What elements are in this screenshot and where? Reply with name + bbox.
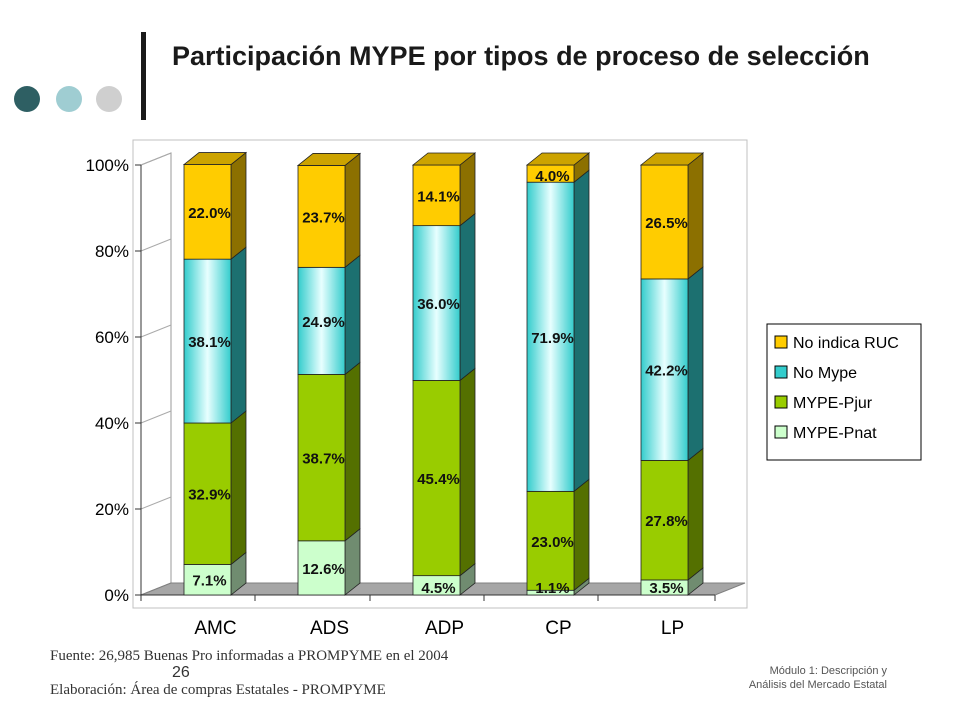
data-label: 7.1% xyxy=(192,573,226,590)
data-label: 36.0% xyxy=(417,296,460,313)
bar-side-amc-1 xyxy=(230,410,247,566)
bar-segment-amc-mype-pjur xyxy=(183,422,232,565)
data-label: 27.8% xyxy=(645,513,688,530)
data-label: 23.7% xyxy=(302,209,345,226)
bar-side-lp-3 xyxy=(687,152,704,280)
bar-side-adp-3 xyxy=(459,152,476,227)
module-label: Módulo 1: Descripción y Análisis del Mer… xyxy=(667,664,887,692)
bar-segment-adp-mype-pjur xyxy=(412,380,461,577)
bar-segment-cp-no-mype xyxy=(526,181,575,492)
bar-segment-adp-no-indica-ruc xyxy=(412,164,461,227)
bar-top-lp xyxy=(639,152,705,166)
gridline-side xyxy=(140,152,172,166)
source-note: Fuente: 26,985 Buenas Pro informadas a P… xyxy=(50,648,449,664)
slide-number: 26 xyxy=(172,664,190,681)
data-label: 38.1% xyxy=(188,334,231,351)
data-label: 3.5% xyxy=(649,580,683,597)
bar-segment-lp-mype-pjur xyxy=(640,460,689,581)
bar-segment-amc-no-indica-ruc xyxy=(183,164,232,260)
legend-label: No indica RUC xyxy=(793,335,899,352)
y-tick-label: 0% xyxy=(104,586,129,605)
bar-top-ads xyxy=(296,153,362,166)
legend-swatch xyxy=(774,335,788,349)
title-divider xyxy=(141,32,146,120)
chart-legend xyxy=(766,323,922,461)
bar-side-lp-2 xyxy=(687,266,704,462)
dot-dark xyxy=(14,86,40,112)
legend-label: MYPE-Pnat xyxy=(793,425,877,442)
bar-segment-lp-no-mype xyxy=(640,278,689,461)
data-label: 71.9% xyxy=(531,330,574,347)
bar-side-ads-1 xyxy=(344,361,361,542)
x-tick-label: ADS xyxy=(310,618,349,639)
bar-side-amc-3 xyxy=(230,151,247,261)
bar-segment-ads-mype-pjur xyxy=(297,374,346,542)
bar-side-adp-1 xyxy=(459,367,476,577)
module-line-2: Análisis del Mercado Estatal xyxy=(748,679,887,691)
legend-label: MYPE-Pjur xyxy=(793,395,873,412)
data-label: 22.0% xyxy=(188,205,231,222)
bar-segment-lp-no-indica-ruc xyxy=(640,164,689,280)
data-label: 23.0% xyxy=(531,534,574,551)
bar-side-ads-2 xyxy=(344,254,361,376)
page-title: Participación MYPE por tipos de proceso … xyxy=(172,41,870,71)
side-wall xyxy=(140,152,172,596)
data-label: 4.5% xyxy=(421,580,455,597)
module-line-1: Módulo 1: Descripción y xyxy=(769,665,887,677)
x-tick-label: ADP xyxy=(425,618,464,639)
bar-side-adp-2 xyxy=(459,212,476,382)
bar-side-cp-1 xyxy=(573,478,590,592)
gridline-side xyxy=(140,496,172,510)
y-tick-label: 40% xyxy=(95,414,129,433)
bar-side-cp-2 xyxy=(573,169,590,493)
plot-area-border xyxy=(132,139,748,609)
legend-swatch xyxy=(774,365,788,379)
data-label: 32.9% xyxy=(188,487,231,504)
bar-top-cp xyxy=(525,152,591,166)
bar-segment-cp-mype-pjur xyxy=(526,490,575,591)
data-label: 1.1% xyxy=(535,580,569,597)
x-tick-label: LP xyxy=(661,618,684,639)
data-label: 24.9% xyxy=(302,314,345,331)
data-label: 12.6% xyxy=(302,561,345,578)
data-label: 14.1% xyxy=(417,188,460,205)
x-tick-label: AMC xyxy=(194,618,236,639)
bar-side-amc-2 xyxy=(230,246,247,424)
y-tick-label: 20% xyxy=(95,500,129,519)
y-tick-label: 100% xyxy=(86,156,129,175)
legend-label: No Mype xyxy=(793,365,857,382)
bar-segment-ads-mype-pnat xyxy=(297,540,346,596)
bar-side-ads-3 xyxy=(344,152,361,269)
data-label: 42.2% xyxy=(645,363,688,380)
bar-segment-amc-mype-pnat xyxy=(183,564,232,596)
y-tick-label: 80% xyxy=(95,242,129,261)
bar-side-lp-1 xyxy=(687,447,704,581)
dot-light-teal xyxy=(56,86,82,112)
credit-note: Elaboración: Área de compras Estatales -… xyxy=(50,682,386,698)
data-label: 38.7% xyxy=(302,451,345,468)
data-label: 45.4% xyxy=(417,471,460,488)
legend-swatch xyxy=(774,425,788,439)
bar-top-amc xyxy=(182,152,248,165)
bar-segment-amc-no-mype xyxy=(183,258,232,424)
x-tick-label: CP xyxy=(545,618,571,639)
bar-top-adp xyxy=(411,152,477,166)
y-tick-label: 60% xyxy=(95,328,129,347)
data-label: 4.0% xyxy=(535,168,569,185)
bar-segment-ads-no-indica-ruc xyxy=(297,165,346,268)
gridline-side xyxy=(140,238,172,252)
data-label: 26.5% xyxy=(645,215,688,232)
legend-swatch xyxy=(774,395,788,409)
bar-segment-ads-no-mype xyxy=(297,266,346,375)
gridline-side xyxy=(140,324,172,338)
dot-grey xyxy=(96,86,122,112)
gridline-side xyxy=(140,410,172,424)
